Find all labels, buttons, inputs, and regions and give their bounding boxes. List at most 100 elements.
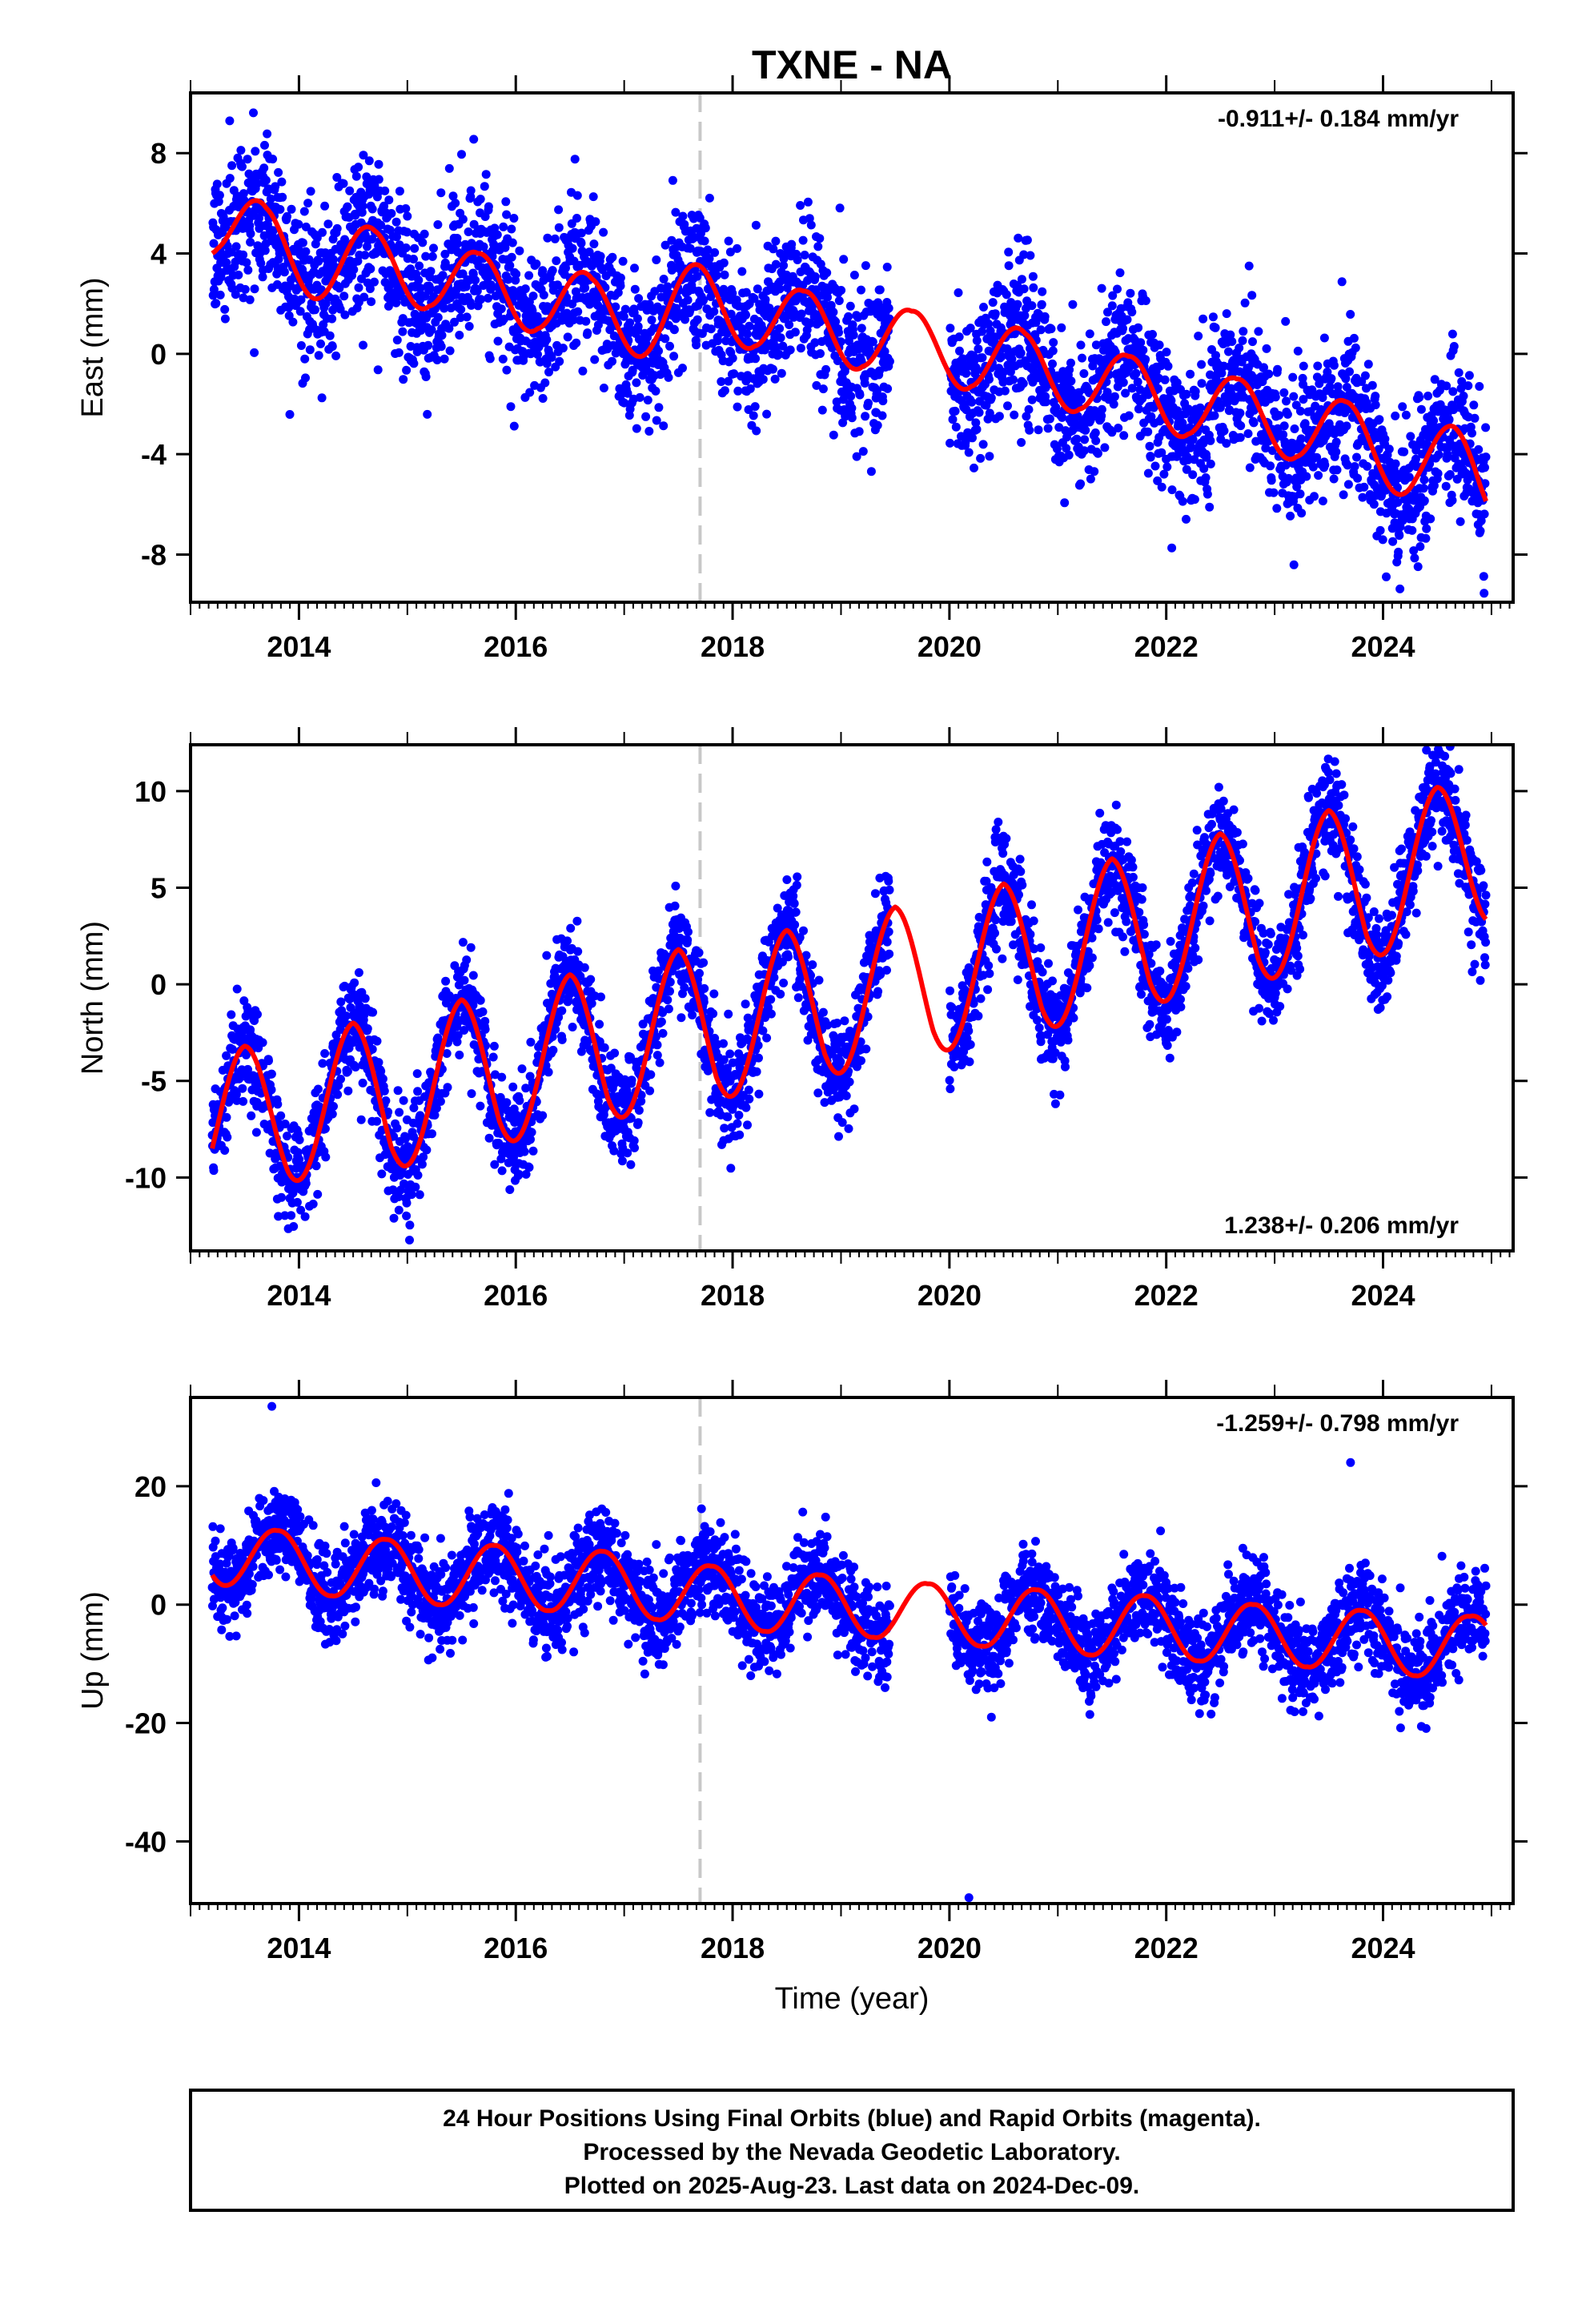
- data-point: [802, 325, 812, 335]
- data-point: [1293, 346, 1303, 356]
- data-point: [785, 320, 794, 329]
- data-point: [1034, 425, 1043, 435]
- data-point: [329, 1102, 338, 1111]
- data-point: [815, 234, 825, 243]
- data-point: [1331, 447, 1341, 456]
- data-point: [275, 205, 285, 214]
- data-point: [846, 392, 856, 401]
- data-point: [358, 1078, 367, 1088]
- data-point: [1090, 467, 1099, 476]
- data-point: [256, 259, 266, 268]
- data-point: [668, 175, 677, 185]
- data-point: [733, 402, 742, 412]
- data-point: [239, 189, 248, 199]
- data-point: [554, 205, 564, 215]
- data-point: [1363, 461, 1372, 471]
- data-point: [507, 252, 516, 262]
- data-point: [632, 424, 641, 433]
- data-point: [1289, 560, 1299, 569]
- data-point: [946, 438, 954, 448]
- data-point: [988, 298, 998, 308]
- data-point: [705, 254, 714, 263]
- data-point: [1002, 290, 1011, 300]
- data-point: [1401, 410, 1411, 420]
- data-point: [821, 364, 831, 374]
- x-tick-label: 2020: [917, 630, 982, 663]
- data-point: [955, 346, 964, 356]
- data-point: [568, 243, 577, 253]
- data-point: [462, 312, 472, 322]
- data-point: [225, 116, 235, 126]
- data-point: [458, 215, 468, 224]
- data-point: [249, 108, 258, 118]
- data-point: [1235, 432, 1245, 442]
- data-point: [834, 328, 843, 337]
- data-point: [572, 916, 582, 926]
- data-point: [1018, 379, 1028, 388]
- data-point: [251, 147, 260, 156]
- data-point: [476, 295, 486, 304]
- data-point: [443, 1083, 452, 1092]
- data-point: [1448, 387, 1458, 396]
- data-point: [1014, 233, 1023, 243]
- data-point: [1118, 324, 1127, 333]
- data-point: [441, 976, 451, 986]
- data-point: [1331, 437, 1341, 447]
- data-point: [719, 258, 729, 267]
- data-point: [345, 186, 355, 195]
- data-point: [1384, 444, 1394, 454]
- data-point: [1163, 361, 1173, 371]
- data-point: [413, 1171, 423, 1180]
- data-point: [816, 349, 825, 358]
- data-point: [547, 352, 556, 362]
- data-point: [1327, 374, 1336, 384]
- data-point: [308, 1200, 318, 1208]
- data-point: [588, 192, 598, 202]
- data-point: [813, 242, 823, 251]
- data-point: [1138, 345, 1148, 355]
- data-point: [528, 292, 538, 301]
- data-point: [466, 943, 476, 952]
- data-point: [855, 390, 865, 400]
- data-point: [1421, 533, 1431, 543]
- data-point: [596, 251, 605, 261]
- data-point: [340, 310, 350, 320]
- data-point: [253, 1010, 262, 1019]
- data-point: [1127, 308, 1137, 317]
- data-point: [1395, 584, 1405, 593]
- data-point: [1206, 459, 1215, 468]
- data-point: [524, 271, 534, 280]
- data-point: [632, 378, 641, 388]
- data-point: [533, 350, 542, 360]
- data-point: [745, 321, 754, 331]
- data-point: [1302, 472, 1311, 481]
- data-point: [589, 239, 599, 249]
- data-point: [1481, 452, 1491, 462]
- data-point: [1126, 288, 1135, 298]
- data-point: [532, 259, 541, 268]
- data-point: [472, 286, 482, 296]
- data-point: [314, 351, 323, 360]
- data-point: [643, 396, 652, 405]
- data-point: [1025, 425, 1034, 435]
- data-point: [405, 1220, 415, 1230]
- data-point: [538, 266, 548, 275]
- data-point: [1043, 424, 1053, 433]
- data-point: [1134, 323, 1143, 332]
- data-point: [741, 287, 751, 297]
- data-point: [572, 338, 581, 348]
- data-point: [619, 312, 628, 321]
- data-point: [1468, 428, 1476, 438]
- data-point: [259, 163, 269, 173]
- data-point: [303, 199, 313, 208]
- data-point: [433, 312, 443, 322]
- data-point: [1178, 497, 1187, 506]
- data-point: [1245, 463, 1255, 472]
- data-point: [1124, 411, 1134, 420]
- data-point: [1240, 298, 1250, 308]
- data-point: [873, 420, 882, 430]
- data-point: [635, 392, 644, 402]
- data-point: [1076, 340, 1086, 350]
- data-point: [456, 305, 466, 314]
- x-tick-label: 2024: [1351, 630, 1415, 663]
